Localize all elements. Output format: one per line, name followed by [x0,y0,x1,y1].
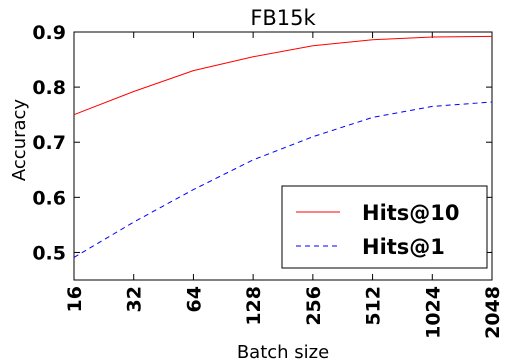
y-tick-label: 0.5 [32,242,66,264]
y-tick-label: 0.9 [32,22,66,44]
legend-label: Hits@1 [362,235,445,259]
x-tick-label: 2048 [482,286,504,339]
x-tick-label: 64 [183,286,205,312]
x-tick-label: 1024 [422,286,444,339]
x-tick-label: 256 [303,286,325,326]
x-tick-label: 128 [243,286,265,326]
x-axis-label: Batch size [237,342,329,363]
y-axis-label: Accuracy [9,99,30,182]
y-tick-label: 0.7 [32,132,66,154]
chart-title: FB15k [250,6,316,30]
plot-frame [73,31,493,281]
x-tick-label: 512 [363,286,385,326]
series-line-hits-10 [73,35,493,116]
y-tick-label: 0.8 [32,77,66,99]
legend-box [281,185,488,269]
series-line-hits-1 [73,101,493,258]
x-tick-label: 16 [64,286,86,312]
legend-label: Hits@10 [362,201,460,225]
y-tick-label: 0.6 [32,187,66,209]
x-tick-label: 32 [124,286,146,312]
